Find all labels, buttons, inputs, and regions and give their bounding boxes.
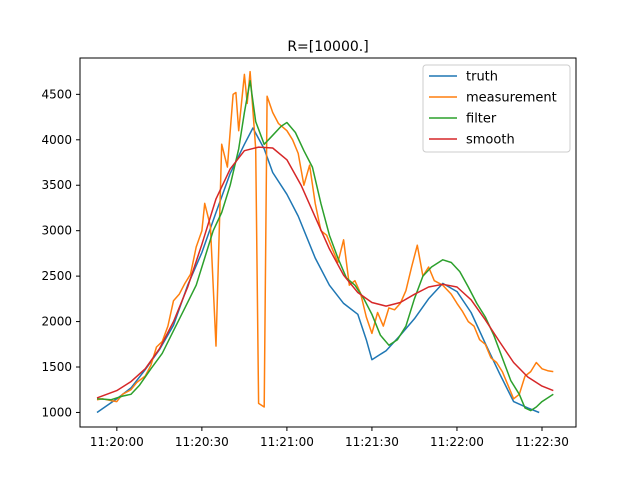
legend-label-smooth: smooth [466, 133, 515, 148]
x-tick-label: 11:20:00 [90, 435, 144, 449]
y-tick-label: 1000 [41, 405, 72, 419]
x-tick-label: 11:20:30 [175, 435, 229, 449]
chart-title: R=[10000.] [287, 39, 368, 55]
legend-label-measurement: measurement [466, 91, 557, 106]
y-axis: 1000 1500 2000 2500 3000 3500 4000 4500 [41, 87, 80, 419]
series-line-filter [96, 79, 554, 412]
y-tick-label: 4500 [41, 87, 72, 101]
legend-label-filter: filter [466, 112, 497, 127]
x-axis: 11:20:00 11:20:30 11:21:00 11:21:30 11:22:00… [90, 427, 569, 449]
y-tick-label: 2500 [41, 269, 72, 283]
series-line-measurement [96, 70, 554, 408]
y-tick-label: 3000 [41, 224, 72, 238]
x-tick-label: 11:22:30 [515, 435, 569, 449]
y-tick-label: 1500 [41, 360, 72, 374]
y-tick-label: 4000 [41, 133, 72, 147]
y-tick-label: 3500 [41, 178, 72, 192]
legend-box [422, 64, 571, 153]
series-line-smooth [96, 146, 554, 399]
legend-label-truth: truth [466, 70, 498, 85]
series-layer [96, 70, 554, 414]
x-tick-label: 11:22:00 [430, 435, 484, 449]
legend: truth measurement filter smooth [422, 64, 571, 153]
x-tick-label: 11:21:00 [260, 435, 314, 449]
y-tick-label: 2000 [41, 315, 72, 329]
plot-frame [79, 57, 577, 428]
x-tick-label: 11:21:30 [345, 435, 399, 449]
